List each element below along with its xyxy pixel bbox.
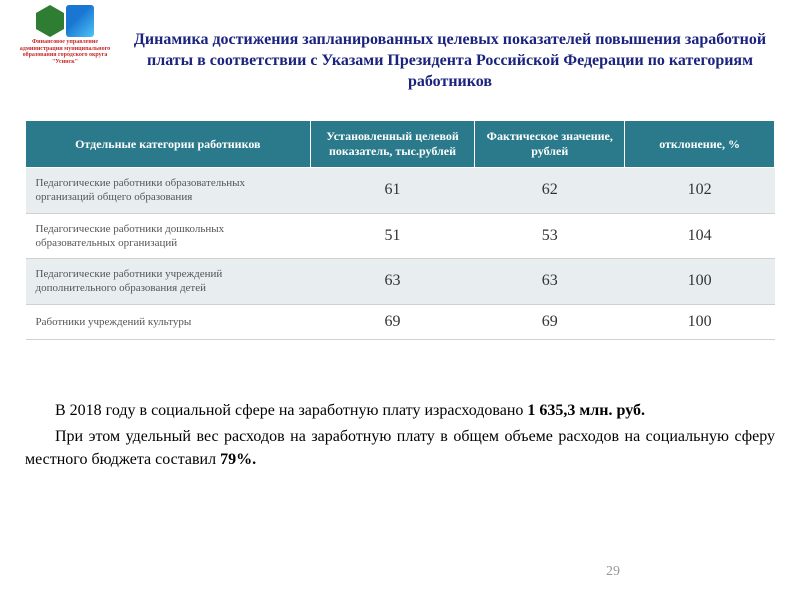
page-title: Динамика достижения запланированных целе… [130,30,770,92]
body-paragraphs: В 2018 году в социальной сфере на зарабо… [25,400,775,475]
mountain-icon [66,5,94,37]
header-actual: Фактическое значение, рублей [475,121,625,168]
cell-actual: 63 [475,259,625,305]
header-target: Установленный целевой показатель, тыс.ру… [310,121,475,168]
salary-table: Отдельные категории работников Установле… [25,120,775,340]
p2-bold: 79%. [220,451,256,468]
cell-actual: 53 [475,213,625,259]
table-row: Работники учреждений культуры 69 69 100 [26,304,775,339]
logo-graphics [15,5,115,37]
p1-bold: 1 635,3 млн. руб. [527,402,645,419]
table-row: Педагогические работники образовательных… [26,168,775,214]
cell-actual: 69 [475,304,625,339]
cell-target: 63 [310,259,475,305]
cell-deviation: 100 [625,304,775,339]
cell-deviation: 104 [625,213,775,259]
paragraph-1: В 2018 году в социальной сфере на зарабо… [25,400,775,422]
table-header-row: Отдельные категории работников Установле… [26,121,775,168]
cell-category: Педагогические работники образовательных… [26,168,311,214]
shield-icon [36,5,64,37]
header-category: Отдельные категории работников [26,121,311,168]
cell-deviation: 102 [625,168,775,214]
cell-category: Педагогические работники дошкольных обра… [26,213,311,259]
logo-caption: Финансовое управление администрации муни… [15,39,115,65]
p2-text: При этом удельный вес расходов на зарабо… [25,428,775,467]
salary-table-container: Отдельные категории работников Установле… [25,120,775,340]
cell-deviation: 100 [625,259,775,305]
org-logo: Финансовое управление администрации муни… [15,5,115,65]
p1-text: В 2018 году в социальной сфере на зарабо… [55,402,527,419]
cell-category: Работники учреждений культуры [26,304,311,339]
paragraph-2: При этом удельный вес расходов на зарабо… [25,426,775,471]
page-number: 29 [606,564,620,580]
cell-target: 69 [310,304,475,339]
table-row: Педагогические работники дошкольных обра… [26,213,775,259]
cell-actual: 62 [475,168,625,214]
table-row: Педагогические работники учреждений допо… [26,259,775,305]
header-deviation: отклонение, % [625,121,775,168]
cell-target: 51 [310,213,475,259]
cell-target: 61 [310,168,475,214]
cell-category: Педагогические работники учреждений допо… [26,259,311,305]
